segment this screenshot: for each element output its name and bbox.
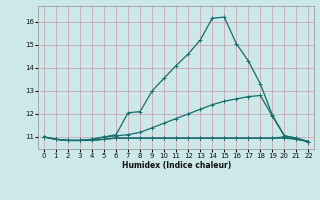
X-axis label: Humidex (Indice chaleur): Humidex (Indice chaleur) [122,161,231,170]
